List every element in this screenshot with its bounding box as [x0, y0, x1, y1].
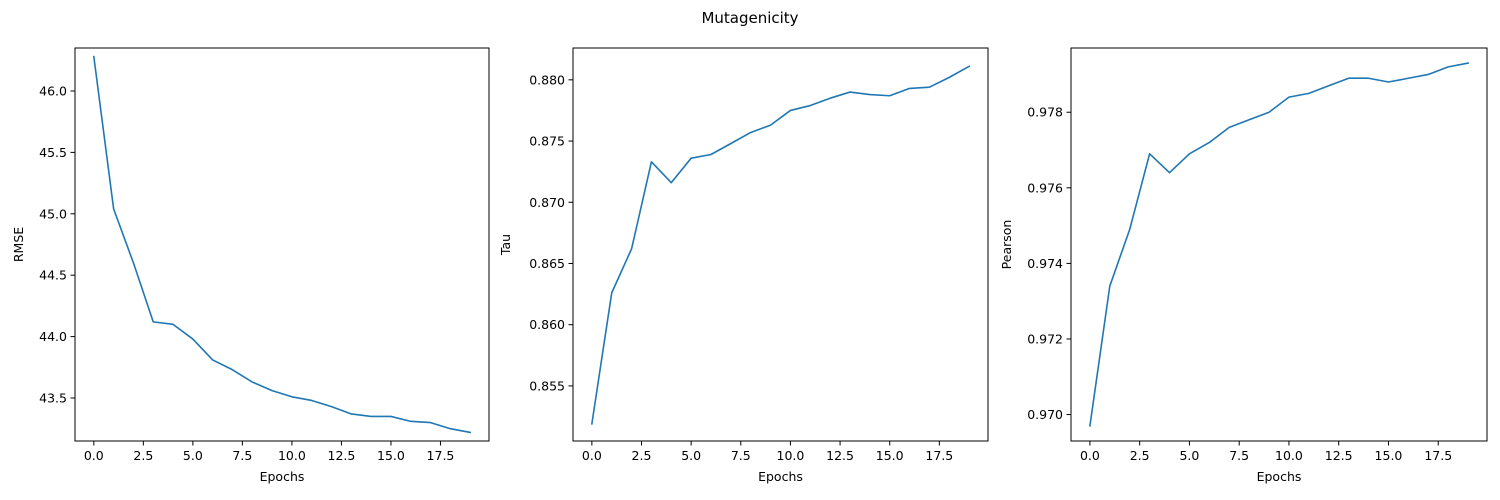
- y-tick-label: 0.855: [529, 378, 565, 393]
- axes-frame: [572, 47, 989, 442]
- x-tick-label: 5.0: [1179, 448, 1199, 463]
- y-tick-label: 0.860: [529, 317, 565, 332]
- y-tick-label: 0.870: [529, 195, 565, 210]
- x-tick-label: 15.0: [377, 448, 405, 463]
- x-tick-label: 2.5: [632, 448, 652, 463]
- series-line: [1089, 62, 1470, 427]
- y-tick-label: 0.974: [1027, 256, 1063, 271]
- subplot-2: 0.0 2.5 5.0 7.5 10.0 12.5 15.0 17.5 0.855 0.860 0.…: [498, 47, 989, 484]
- x-tick-label: 10.0: [777, 448, 805, 463]
- axes-frame: [1070, 47, 1488, 442]
- y-axis-label: RMSE: [11, 227, 26, 262]
- x-tick-label: 12.5: [1325, 448, 1353, 463]
- y-axis-label: Tau: [498, 234, 513, 256]
- y-tick-label: 44.5: [39, 268, 67, 283]
- figure-suptitle: Mutagenicity: [701, 9, 798, 27]
- y-tick-label: 44.0: [39, 329, 67, 344]
- x-tick-label: 17.5: [427, 448, 455, 463]
- subplot-3: 0.0 2.5 5.0 7.5 10.0 12.5 15.0 17.5 0.970 0.972 0.…: [999, 47, 1488, 484]
- x-tick-label: 0.0: [84, 448, 104, 463]
- subplot-1: 0.0 2.5 5.0 7.5 10.0 12.5 15.0 17.5 43.5 44.0 44.5…: [11, 47, 490, 484]
- y-tick-label: 0.865: [529, 256, 565, 271]
- x-tick-label: 10.0: [278, 448, 306, 463]
- x-tick-label: 15.0: [1375, 448, 1403, 463]
- y-tick-label: 0.970: [1027, 407, 1063, 422]
- y-tick-label: 0.978: [1027, 105, 1063, 120]
- x-tick-label: 10.0: [1275, 448, 1303, 463]
- x-tick-label: 2.5: [1130, 448, 1150, 463]
- y-tick-label: 45.5: [39, 145, 67, 160]
- series-line: [590, 65, 971, 425]
- x-axis-label: Epochs: [260, 469, 305, 484]
- y-tick-label: 46.0: [39, 83, 67, 98]
- axes-frame: [74, 47, 490, 442]
- x-tick-label: 12.5: [328, 448, 356, 463]
- x-tick-label: 7.5: [1229, 448, 1249, 463]
- x-tick-label: 5.0: [681, 448, 701, 463]
- subplots: 0.0 2.5 5.0 7.5 10.0 12.5 15.0 17.5 43.5 44.0 44.5…: [11, 47, 1488, 484]
- y-tick-label: 0.976: [1027, 180, 1063, 195]
- y-tick-label: 0.972: [1027, 331, 1063, 346]
- y-axis-label: Pearson: [999, 220, 1014, 270]
- x-tick-label: 2.5: [133, 448, 153, 463]
- x-tick-label: 12.5: [826, 448, 854, 463]
- x-tick-label: 7.5: [731, 448, 751, 463]
- y-tick-label: 43.5: [39, 391, 67, 406]
- x-tick-label: 5.0: [183, 448, 203, 463]
- y-tick-label: 0.880: [529, 72, 565, 87]
- series-line: [92, 55, 472, 434]
- x-axis-label: Epochs: [1257, 469, 1302, 484]
- x-tick-label: 17.5: [1424, 448, 1452, 463]
- x-tick-label: 0.0: [1080, 448, 1100, 463]
- y-tick-label: 45.0: [39, 206, 67, 221]
- x-tick-label: 17.5: [925, 448, 953, 463]
- x-tick-label: 0.0: [582, 448, 602, 463]
- x-axis-label: Epochs: [758, 469, 803, 484]
- y-tick-label: 0.875: [529, 134, 565, 149]
- x-tick-label: 7.5: [232, 448, 252, 463]
- x-tick-label: 15.0: [876, 448, 904, 463]
